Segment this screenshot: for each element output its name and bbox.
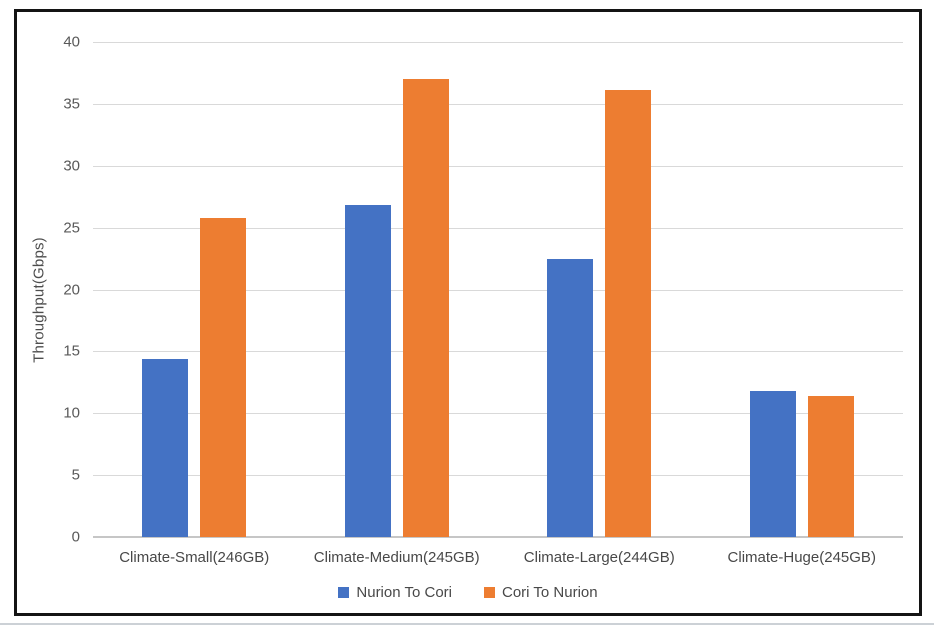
legend: Nurion To Cori Cori To Nurion <box>17 584 919 601</box>
x-category-label: Climate-Huge(245GB) <box>727 549 876 566</box>
legend-item-cori-to-nurion: Cori To Nurion <box>484 584 598 601</box>
legend-label: Nurion To Cori <box>356 584 452 601</box>
gridline <box>93 413 903 415</box>
y-tick-label: 0 <box>71 528 80 546</box>
page-divider <box>0 623 934 625</box>
y-tick-label: 15 <box>63 342 80 360</box>
x-category-label: Climate-Medium(245GB) <box>313 549 480 566</box>
bar-cori-to-nurion <box>402 79 449 537</box>
gridline <box>93 289 903 291</box>
bar-cori-to-nurion <box>200 217 247 537</box>
gridline <box>93 475 903 477</box>
bar-cori-to-nurion <box>605 90 652 537</box>
legend-color-swatch-icon <box>484 587 495 598</box>
gridline <box>93 351 903 353</box>
y-tick-label: 40 <box>63 33 80 51</box>
y-tick-label: 25 <box>63 219 80 237</box>
bar-nurion-to-cori <box>142 358 189 537</box>
bar-nurion-to-cori <box>749 390 796 537</box>
y-tick-label: 35 <box>63 95 80 113</box>
gridline <box>93 42 903 43</box>
x-axis-line <box>93 536 903 538</box>
legend-color-swatch-icon <box>338 587 350 598</box>
gridline <box>93 165 903 167</box>
legend-label: Cori To Nurion <box>502 584 598 601</box>
bar-nurion-to-cori <box>344 205 391 537</box>
y-tick-label: 5 <box>71 466 80 484</box>
plot-area <box>93 42 903 538</box>
gridline <box>93 227 903 229</box>
bar-cori-to-nurion <box>807 395 854 537</box>
x-axis-category-labels: Climate-Small(246GB) Climate-Medium(245GB… <box>93 549 903 571</box>
x-category-label: Climate-Large(244GB) <box>523 549 675 566</box>
bar-nurion-to-cori <box>547 258 594 537</box>
legend-item-nurion-to-cori: Nurion To Cori <box>338 584 452 601</box>
y-tick-label: 10 <box>63 404 80 422</box>
x-category-label: Climate-Small(246GB) <box>119 549 270 566</box>
y-tick-label: 20 <box>63 281 80 298</box>
y-tick-label: 30 <box>63 157 80 175</box>
gridline <box>93 103 903 105</box>
